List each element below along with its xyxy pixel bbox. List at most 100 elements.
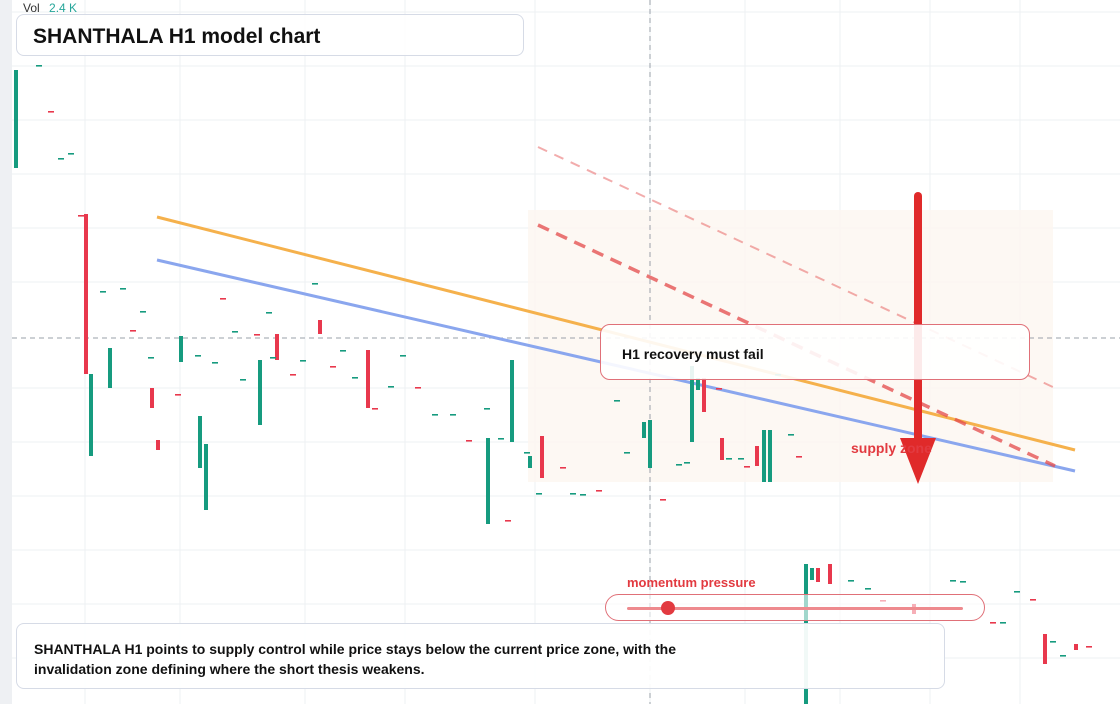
candle bbox=[84, 214, 88, 374]
candle bbox=[642, 422, 646, 438]
candle bbox=[768, 430, 772, 482]
candle-tick bbox=[312, 283, 318, 285]
volume-label: Vol bbox=[23, 1, 40, 15]
candle-tick bbox=[960, 581, 966, 583]
candle-tick bbox=[596, 490, 602, 492]
recovery-callout-text: H1 recovery must fail bbox=[622, 346, 764, 362]
candle bbox=[528, 456, 532, 468]
candle-tick bbox=[48, 111, 54, 113]
candle-tick bbox=[624, 452, 630, 454]
candle-tick bbox=[505, 520, 511, 522]
candle-tick bbox=[195, 355, 201, 357]
candle-tick bbox=[290, 374, 296, 376]
candle-tick bbox=[536, 493, 542, 495]
candle bbox=[275, 334, 279, 360]
summary-text: SHANTHALA H1 points to supply control wh… bbox=[34, 641, 677, 677]
candle bbox=[810, 568, 814, 580]
candle-tick bbox=[78, 215, 84, 217]
candle-tick bbox=[796, 456, 802, 458]
candle bbox=[696, 378, 700, 390]
candle bbox=[258, 360, 262, 425]
candle-tick bbox=[415, 387, 421, 389]
momentum-track bbox=[627, 607, 963, 610]
down-arrow bbox=[900, 192, 936, 484]
candle-tick bbox=[352, 377, 358, 379]
candle-tick bbox=[130, 330, 136, 332]
candle-tick bbox=[580, 494, 586, 496]
candle bbox=[1074, 644, 1078, 650]
candle bbox=[14, 70, 18, 168]
candle-tick bbox=[498, 438, 504, 440]
candle-tick bbox=[788, 434, 794, 436]
candle bbox=[702, 378, 706, 412]
candle-tick bbox=[1000, 622, 1006, 624]
recovery-callout: H1 recovery must fail bbox=[600, 324, 1030, 380]
candle-tick bbox=[232, 331, 238, 333]
volume-readout: Vol 2.4 K bbox=[23, 1, 77, 15]
candle-tick bbox=[570, 493, 576, 495]
candle-tick bbox=[660, 499, 666, 501]
candle-tick bbox=[432, 414, 438, 416]
candle-tick bbox=[684, 462, 690, 464]
candle-tick bbox=[400, 355, 406, 357]
candle-tick bbox=[120, 288, 126, 290]
candle-tick bbox=[68, 153, 74, 155]
candle-tick bbox=[220, 298, 226, 300]
candle-tick bbox=[950, 580, 956, 582]
candle bbox=[828, 564, 832, 584]
candle-tick bbox=[212, 362, 218, 364]
candle-tick bbox=[148, 357, 154, 359]
candle-tick bbox=[484, 408, 490, 410]
candle-tick bbox=[614, 400, 620, 402]
candle-tick bbox=[524, 452, 530, 454]
candle bbox=[762, 430, 766, 482]
candle-tick bbox=[372, 408, 378, 410]
momentum-gauge bbox=[605, 594, 985, 621]
candle-tick bbox=[990, 622, 996, 624]
candle bbox=[89, 374, 93, 456]
candle-tick bbox=[36, 65, 42, 67]
candle bbox=[690, 366, 694, 442]
candle bbox=[198, 416, 202, 468]
candle-tick bbox=[1050, 641, 1056, 643]
momentum-knob bbox=[660, 601, 675, 615]
candle-tick bbox=[726, 458, 732, 460]
candle-tick bbox=[254, 334, 260, 336]
momentum-label: momentum pressure bbox=[627, 575, 756, 590]
chart-title: SHANTHALA H1 model chart bbox=[33, 25, 321, 48]
candle bbox=[156, 440, 160, 450]
candle bbox=[540, 436, 544, 478]
supply-zone-label: supply zone bbox=[851, 440, 932, 456]
candle-tick bbox=[100, 291, 106, 293]
candle-tick bbox=[1030, 599, 1036, 601]
volume-value: 2.4 K bbox=[49, 1, 78, 15]
candle-tick bbox=[744, 466, 750, 468]
candle-tick bbox=[240, 379, 246, 381]
candle bbox=[816, 568, 820, 582]
candle-tick bbox=[450, 414, 456, 416]
candle-tick bbox=[266, 312, 272, 314]
candle bbox=[648, 420, 652, 468]
candle bbox=[318, 320, 322, 334]
candle-tick bbox=[58, 158, 64, 160]
left-edge-strip bbox=[0, 0, 12, 704]
candle-tick bbox=[388, 386, 394, 388]
candle-tick bbox=[270, 357, 276, 359]
candle bbox=[486, 438, 490, 524]
candle-tick bbox=[738, 458, 744, 460]
candle bbox=[366, 350, 370, 408]
candle-tick bbox=[1086, 646, 1092, 648]
candle-tick bbox=[466, 440, 472, 442]
candle-tick bbox=[865, 588, 871, 590]
summary-card: SHANTHALA H1 points to supply control wh… bbox=[16, 623, 945, 689]
candle-tick bbox=[676, 464, 682, 466]
candle-tick bbox=[340, 350, 346, 352]
candle bbox=[204, 444, 208, 510]
candle bbox=[720, 438, 724, 460]
candle-tick bbox=[560, 467, 566, 469]
candle-tick bbox=[848, 580, 854, 582]
candle bbox=[510, 360, 514, 442]
candle-tick bbox=[716, 388, 722, 390]
arrow-head bbox=[900, 438, 936, 484]
candle-tick bbox=[140, 311, 146, 313]
